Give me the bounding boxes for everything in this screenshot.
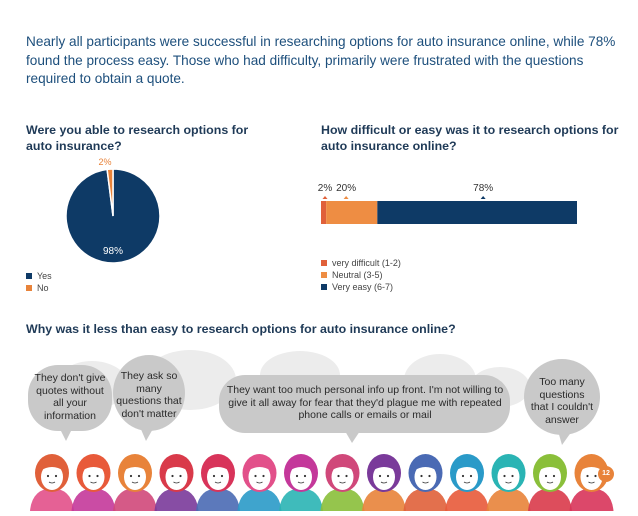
person-14 [569,454,614,511]
person-12 [486,454,531,511]
bar-marker-0 [322,196,328,199]
legend-item-very-easy: Very easy (6-7) [321,281,401,293]
legend-item-very-difficult: very difficult (1-2) [321,257,401,269]
bar-marker-1 [343,196,349,199]
people-illustration [28,350,614,511]
quote-bubble-3 [219,375,510,433]
quote-bubble-4 [524,359,600,435]
bar-segment-0 [321,201,327,224]
pie-question-title: Were you able to research options for au… [26,123,249,153]
bar-legend: very difficult (1-2) Neutral (3-5) Very … [321,257,401,293]
bar-label-0: 2% [318,183,333,194]
person-8 [320,454,365,511]
person-3 [113,454,157,511]
legend-swatch-no [26,285,32,291]
bar-segment-1 [326,201,378,224]
legend-item-neutral: Neutral (3-5) [321,269,401,281]
person-6 [237,454,282,511]
quote-text-2: They ask so many questions that don't ma… [116,370,182,420]
pie-label-yes: 98% [103,246,123,257]
legend-item-no: No [26,282,52,294]
bar-marker-2 [480,196,486,199]
legend-label-yes: Yes [37,271,52,281]
quotes-illustration: They don't give quotes without all your … [0,345,638,511]
legend-item-yes: Yes [26,270,52,282]
person-5 [196,454,240,511]
intro-paragraph: Nearly all participants were successful … [26,34,616,86]
quote-text-4: Too many questions that I couldn't answe… [530,376,594,426]
pie-legend: Yes No [26,270,52,294]
legend-label-neutral: Neutral (3-5) [332,270,383,280]
quote-bubble-2 [113,355,185,431]
stacked-bar-chart: 2% 20% 78% [318,183,577,224]
legend-label-very-easy: Very easy (6-7) [332,282,394,292]
person-4 [154,454,199,511]
legend-label-no: No [37,283,49,293]
person-9 [362,454,406,511]
bar-segment-2 [377,201,577,224]
person-1 [30,454,74,511]
bar-label-1: 20% [336,183,356,194]
person-2 [71,454,116,511]
bar-question-title: How difficult or easy was it to research… [321,123,619,153]
pie-slice-no [106,168,114,217]
person-10 [403,454,448,511]
bottom-question-title: Why was it less than easy to research op… [26,322,456,336]
person-13 [528,454,572,511]
pie-chart: 98% 2% [65,157,161,264]
page-number-badge: 12 [598,466,614,482]
pie-label-no: 2% [98,157,111,167]
person-7 [279,454,323,511]
quote-text-3: They want too much personal info up fron… [226,384,504,421]
legend-swatch-yes [26,273,32,279]
legend-swatch-neutral [321,272,327,278]
legend-label-very-difficult: very difficult (1-2) [332,258,401,268]
bar-label-2: 78% [473,183,493,194]
legend-swatch-very-difficult [321,260,327,266]
person-11 [445,454,489,511]
legend-swatch-very-easy [321,284,327,290]
quote-bubble-1 [28,365,112,431]
quote-text-1: They don't give quotes without all your … [34,372,106,422]
